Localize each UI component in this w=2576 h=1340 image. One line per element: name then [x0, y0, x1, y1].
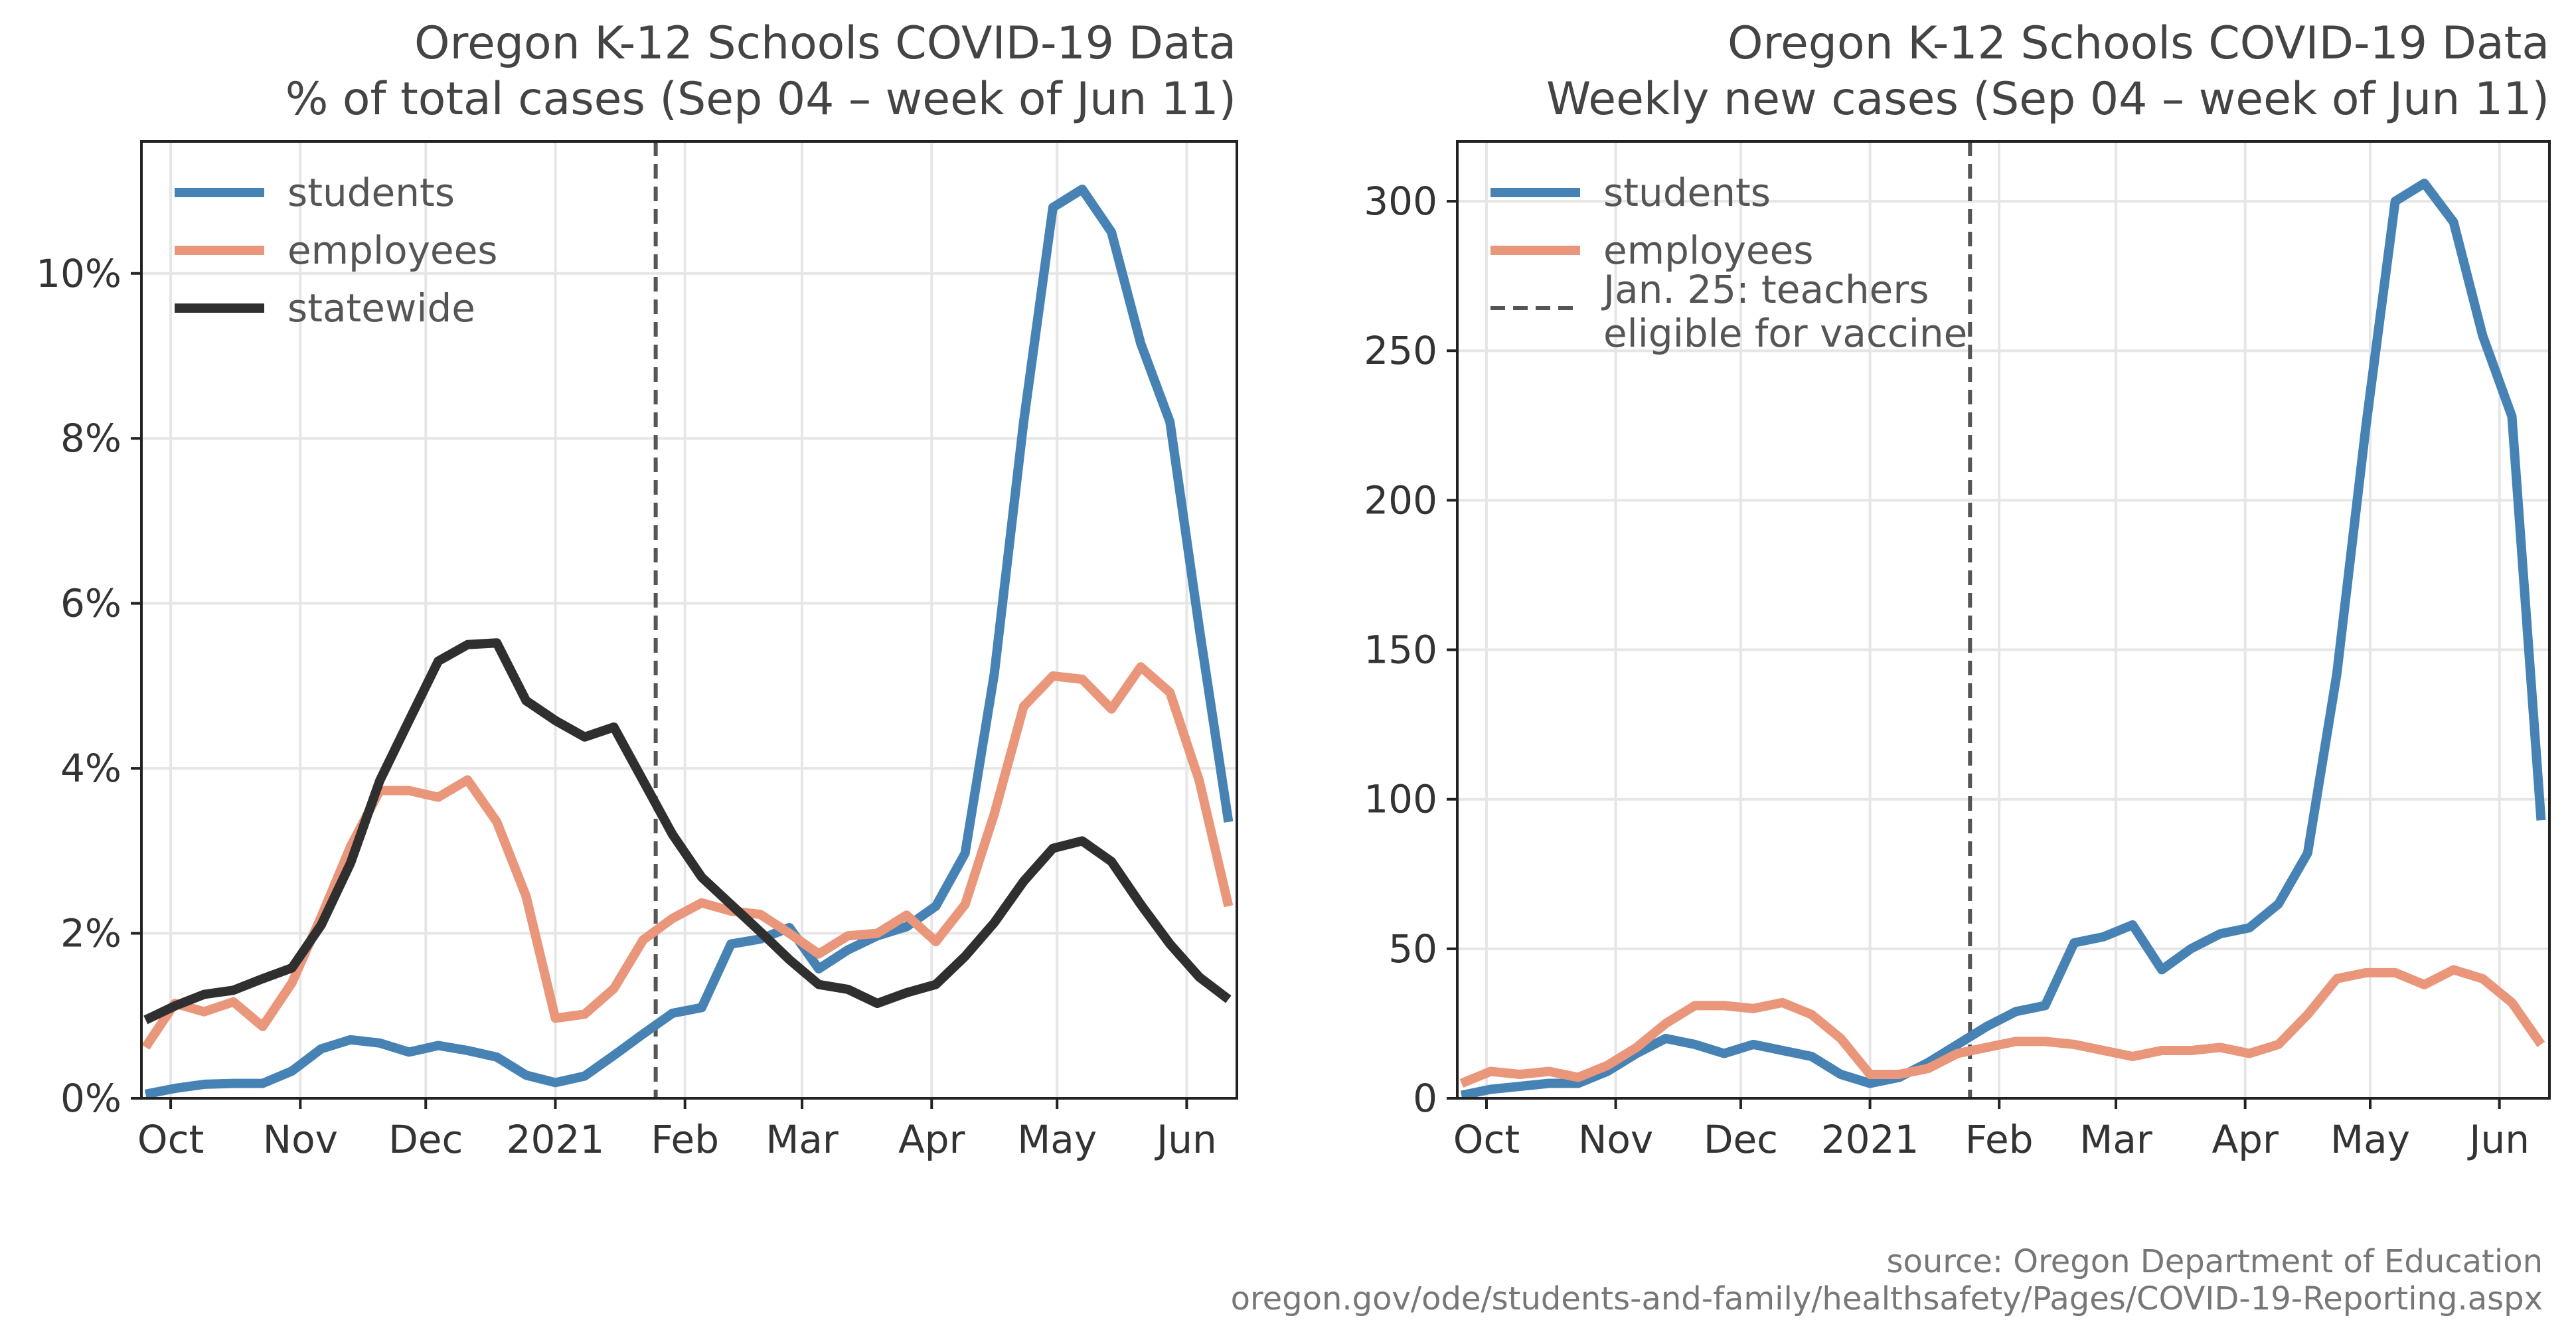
left-chart-title-line-2: % of total cases (Sep 04 – week of Jun 1…: [285, 73, 1236, 126]
left-x-tick-label: Oct: [137, 1117, 204, 1162]
left-y-tick-label: 10%: [36, 251, 121, 296]
right-y-tick-label: 150: [1364, 628, 1437, 673]
right-legend-label: Jan. 25: teachers: [1601, 267, 1929, 312]
left-chart: Oregon K-12 Schools COVID-19 Data % of t…: [36, 17, 1238, 1162]
right-y-tick-label: 0: [1413, 1076, 1437, 1121]
left-x-tick-label: Dec: [388, 1117, 463, 1162]
left-series-students-line: [144, 185, 1234, 1099]
left-legend-label: statewide: [287, 286, 475, 331]
right-y-tick-label: 250: [1364, 328, 1437, 373]
right-series-group: [1459, 179, 2546, 1100]
left-y-tick-label: 4%: [60, 746, 121, 791]
left-chart-title-line-1: Oregon K-12 Schools COVID-19 Data: [414, 17, 1236, 70]
right-x-tick-label: 2021: [1821, 1117, 1919, 1162]
left-x-tick-label: Jun: [1155, 1117, 1217, 1162]
right-legend-label: students: [1603, 170, 1771, 215]
right-legend-label: employees: [1603, 228, 1814, 273]
left-legend: students employees statewide: [175, 170, 498, 331]
right-series-employees-line: [1459, 965, 2545, 1088]
right-x-tick-label: Feb: [1965, 1117, 2034, 1162]
right-x-tick-label: Nov: [1578, 1117, 1653, 1162]
left-series-group: [141, 185, 1234, 1099]
left-x-tick-label: 2021: [507, 1117, 605, 1162]
left-legend-label: employees: [287, 228, 498, 273]
right-y-tick-label: 50: [1388, 926, 1437, 971]
right-y-tick-label: 100: [1364, 777, 1437, 822]
right-x-tick-label: Jun: [2467, 1117, 2530, 1162]
left-gridlines: [141, 141, 1237, 1100]
left-x-tick-label: Feb: [651, 1117, 719, 1162]
right-x-tick-label: Oct: [1453, 1117, 1520, 1162]
right-plot-frame: [1456, 140, 2551, 1100]
left-plot-frame: [140, 140, 1238, 1100]
left-y-tick-label: 6%: [60, 581, 121, 626]
left-x-tick-label: May: [1017, 1117, 1097, 1162]
right-x-tick-label: Apr: [2212, 1117, 2278, 1162]
right-series-students-line: [1460, 179, 2546, 1100]
left-y-axis: 0% 2% 4% 6% 8% 10%: [36, 251, 141, 1121]
right-gridlines: [1457, 141, 2549, 1100]
right-legend-label: eligible for vaccine: [1603, 311, 1967, 356]
left-series-statewide-line: [143, 638, 1232, 1025]
right-y-axis: 0 50 100 150 200 250 300: [1364, 179, 1457, 1121]
left-y-tick-label: 8%: [60, 416, 121, 461]
right-x-axis: Oct Nov Dec 2021 Feb Mar Apr May Jun: [1453, 1098, 2530, 1162]
left-x-tick-label: Apr: [898, 1117, 965, 1162]
right-y-tick-label: 200: [1364, 477, 1437, 523]
right-y-tick-label: 300: [1364, 179, 1437, 224]
right-x-tick-label: Dec: [1704, 1117, 1778, 1162]
right-chart-title-line-1: Oregon K-12 Schools COVID-19 Data: [1728, 17, 2549, 70]
right-chart: Oregon K-12 Schools COVID-19 Data Weekly…: [1364, 17, 2551, 1162]
right-x-tick-label: Mar: [2079, 1117, 2152, 1162]
left-y-tick-label: 0%: [60, 1076, 121, 1121]
source-url: oregon.gov/ode/students-and-family/healt…: [1231, 1280, 2543, 1317]
source-credit: source: Oregon Department of Education: [1886, 1243, 2543, 1280]
right-x-tick-label: May: [2330, 1117, 2410, 1162]
left-y-tick-label: 2%: [60, 911, 121, 956]
left-x-axis: Oct Nov Dec 2021 Feb Mar Apr May Jun: [137, 1098, 1217, 1162]
right-chart-title-line-2: Weekly new cases (Sep 04 – week of Jun 1…: [1546, 73, 2549, 126]
left-x-tick-label: Mar: [765, 1117, 839, 1162]
left-x-tick-label: Nov: [263, 1117, 338, 1162]
left-legend-label: students: [287, 170, 455, 215]
